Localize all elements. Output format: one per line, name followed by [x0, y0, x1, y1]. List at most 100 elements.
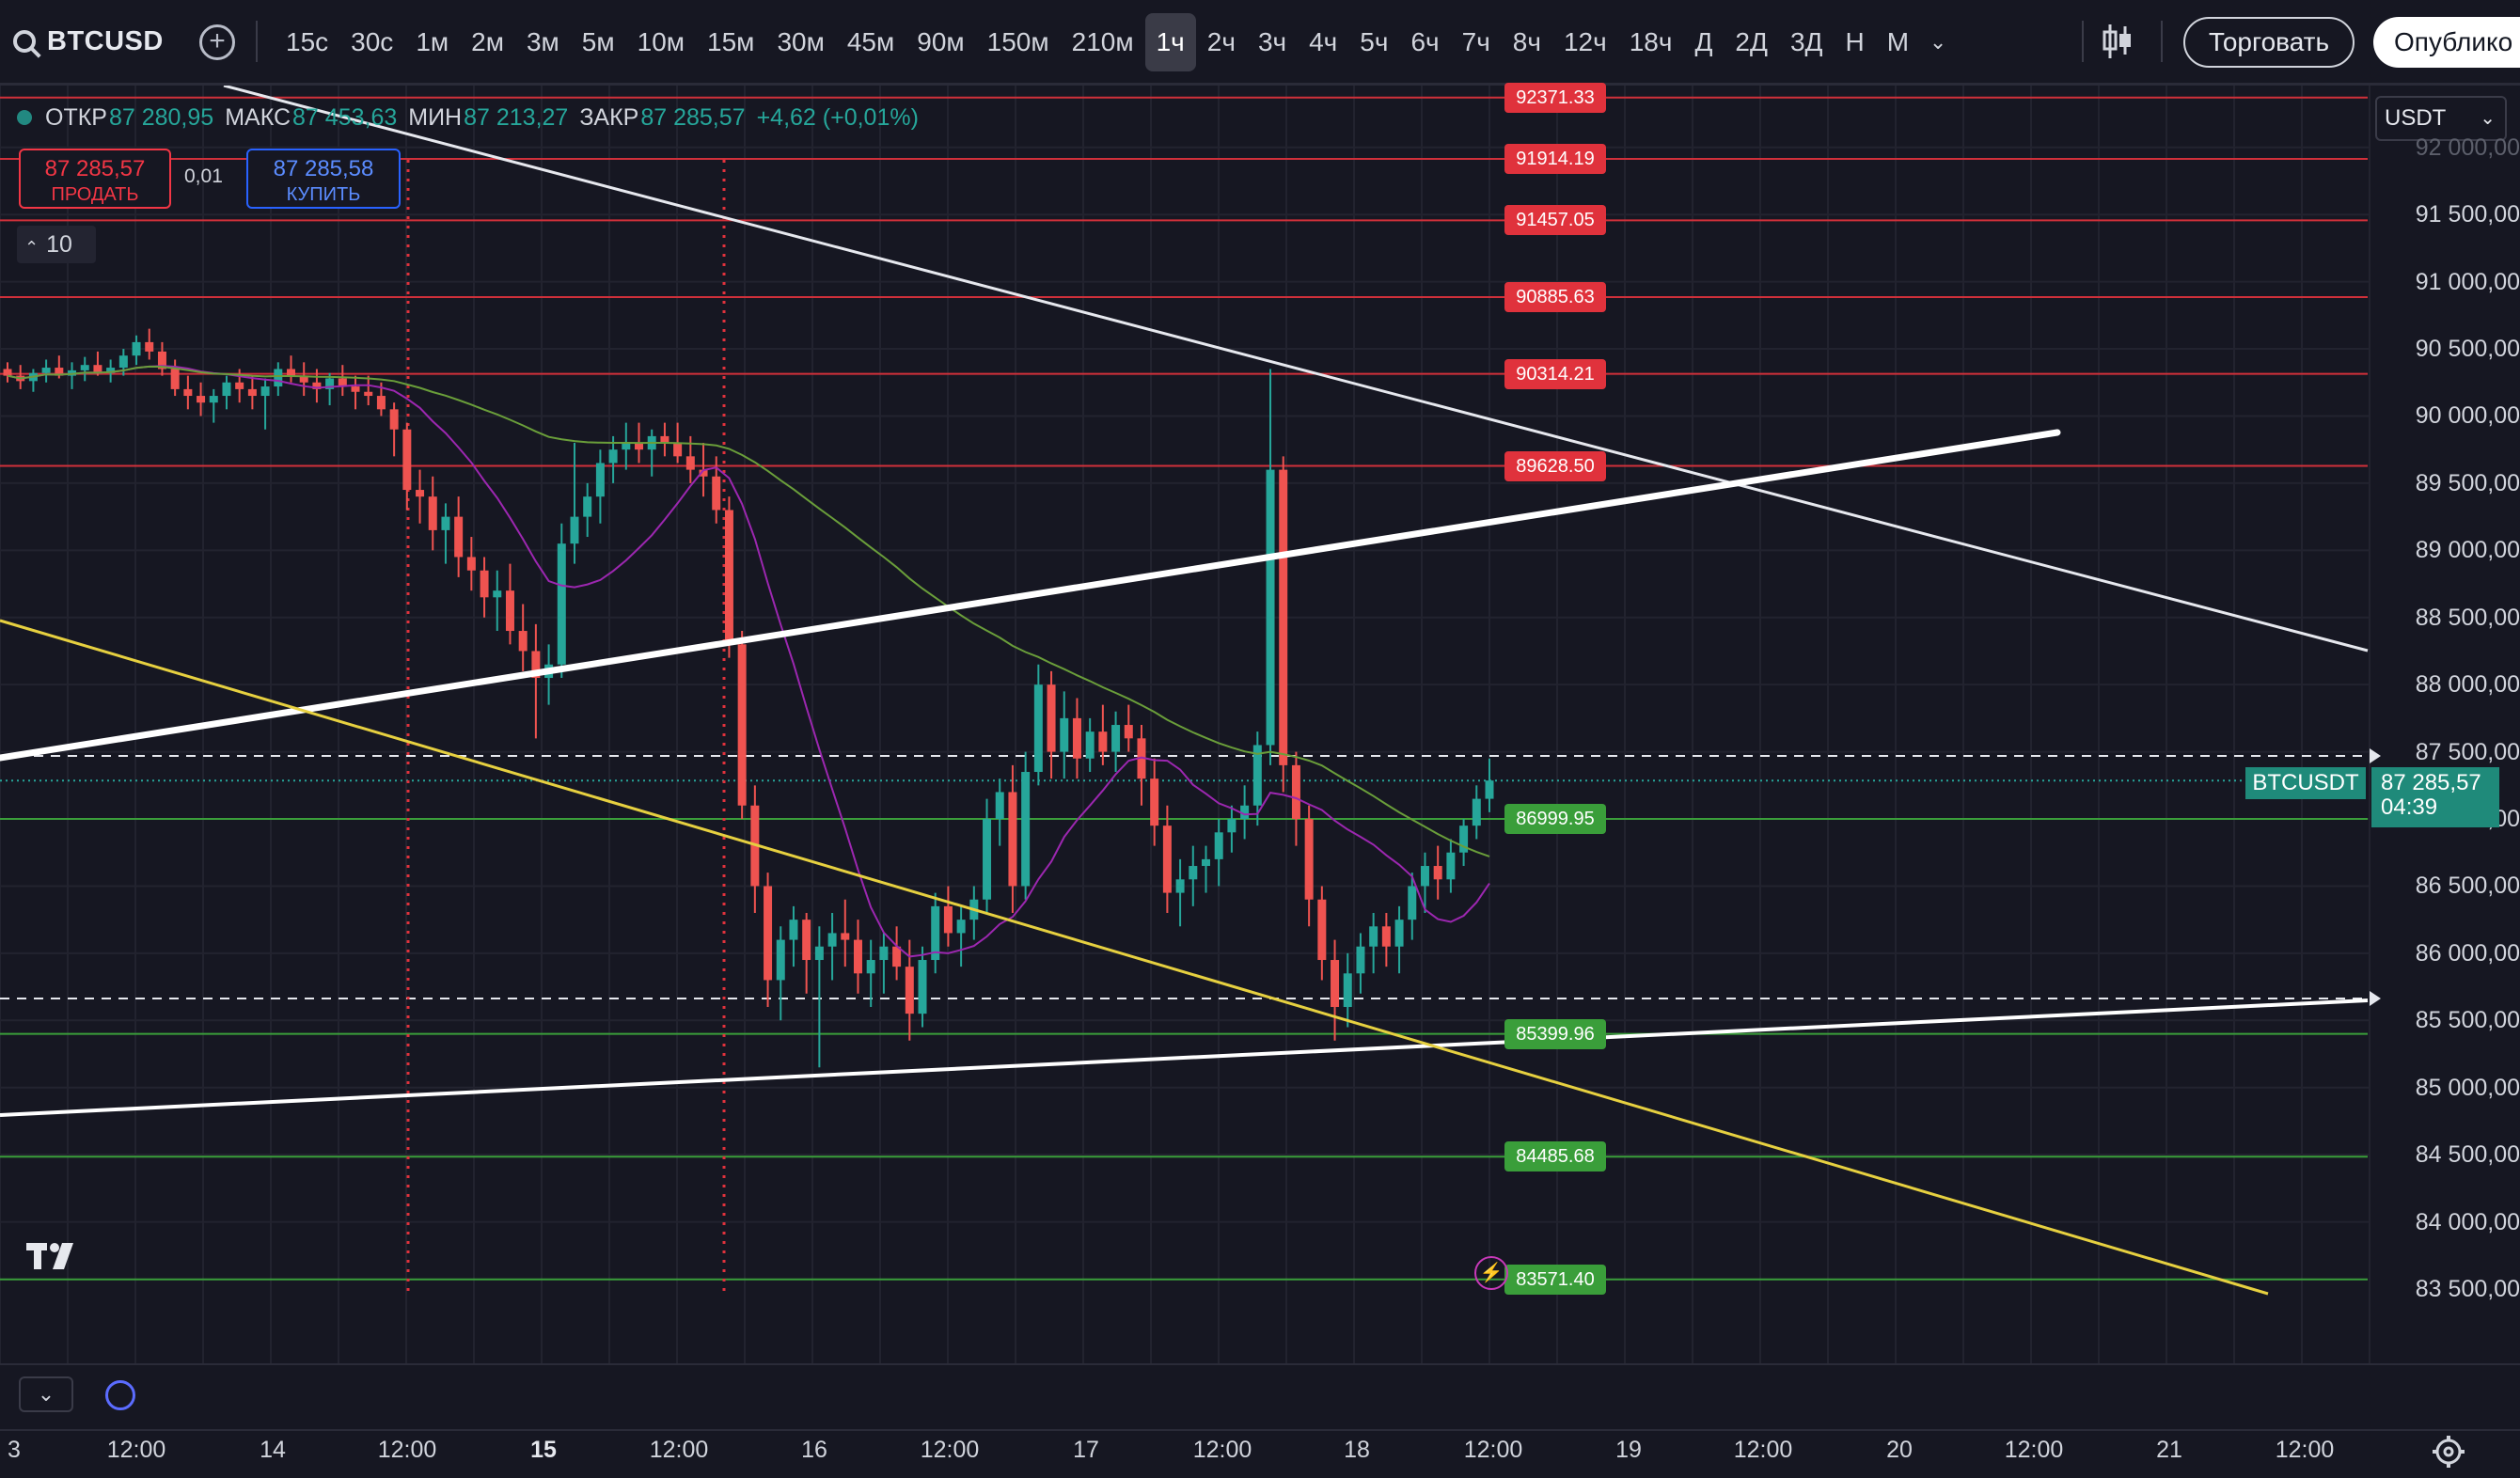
resistance-price-tag[interactable]: 89628.50	[1504, 450, 1606, 481]
interval-13[interactable]: 1ч	[1144, 13, 1196, 71]
resistance-price-tag[interactable]: 90314.21	[1504, 358, 1606, 389]
sync-icon[interactable]	[105, 1380, 135, 1410]
interval-12[interactable]: 210м	[1071, 27, 1134, 56]
candle-body	[1150, 778, 1159, 826]
candle-body	[1356, 946, 1365, 974]
interval-16[interactable]: 4ч	[1309, 27, 1338, 56]
quantity-value: 10	[46, 231, 72, 258]
interval-15[interactable]: 3ч	[1257, 27, 1287, 56]
candle-body	[286, 369, 295, 376]
bolt-icon[interactable]: ⚡	[1474, 1256, 1508, 1290]
candles-icon[interactable]	[2101, 23, 2134, 60]
quantity-stepper[interactable]: ⌄ 10	[17, 226, 96, 263]
publish-button[interactable]: Опублико	[2373, 17, 2520, 68]
y-axis-label: 85 000,00	[2415, 1074, 2520, 1101]
trendline-ascending-main	[0, 429, 2061, 762]
interval-5[interactable]: 5м	[581, 27, 615, 56]
toolbar-divider	[2082, 21, 2084, 62]
resistance-price-tag[interactable]: 92371.33	[1504, 82, 1606, 113]
symbol-label: BTCUSD	[47, 25, 164, 56]
y-axis-label: 83 500,00	[2415, 1276, 2520, 1302]
x-axis-label: 12:00	[1733, 1437, 1793, 1463]
candle-body	[170, 369, 180, 389]
x-axis-label: 17	[1073, 1437, 1099, 1463]
candle-body	[1060, 717, 1069, 752]
spread-value: 0,01	[184, 165, 223, 187]
y-axis-label: 91 500,00	[2415, 201, 2520, 228]
candle-body	[325, 378, 335, 389]
candle-body	[879, 946, 889, 961]
interval-25[interactable]: 3Д	[1789, 27, 1823, 56]
interval-21[interactable]: 12ч	[1563, 27, 1607, 56]
chevron-down-icon[interactable]: ⌄	[1929, 30, 1947, 54]
interval-0[interactable]: 15с	[286, 27, 329, 56]
candle-body	[1446, 852, 1456, 880]
y-axis-label: 90 500,00	[2415, 336, 2520, 363]
interval-7[interactable]: 15м	[707, 27, 755, 56]
candle-body	[1021, 772, 1031, 887]
price-chart[interactable]	[0, 86, 2520, 1364]
interval-9[interactable]: 45м	[846, 27, 895, 56]
sell-button[interactable]: 87 285,57 ПРОДАТЬ	[19, 149, 171, 209]
trade-button[interactable]: Торговать	[2183, 17, 2355, 68]
close-value: 87 285,57	[640, 103, 746, 131]
tradingview-logo[interactable]	[24, 1239, 85, 1273]
interval-26[interactable]: Н	[1845, 27, 1865, 56]
y-axis-label: 89 000,00	[2415, 537, 2520, 564]
interval-20[interactable]: 8ч	[1512, 27, 1541, 56]
candle-body	[1266, 469, 1275, 746]
interval-4[interactable]: 3м	[526, 27, 559, 56]
candle-body	[712, 476, 721, 511]
buy-price: 87 285,58	[273, 156, 374, 181]
interval-11[interactable]: 150м	[986, 27, 1049, 56]
support-price-tag[interactable]: 83571.40	[1504, 1264, 1606, 1295]
buy-button[interactable]: 87 285,58 КУПИТЬ	[246, 149, 401, 209]
interval-18[interactable]: 6ч	[1410, 27, 1440, 56]
candle-body	[505, 590, 514, 632]
candle-body	[557, 543, 566, 665]
candle-body	[841, 933, 850, 940]
collapse-panel-button[interactable]: ⌄	[19, 1376, 73, 1412]
interval-8[interactable]: 30м	[777, 27, 825, 56]
interval-24[interactable]: 2Д	[1735, 27, 1768, 56]
current-price-tag: 87 285,57 04:39	[2371, 767, 2499, 827]
interval-6[interactable]: 10м	[637, 27, 685, 56]
add-symbol-button[interactable]: +	[199, 24, 235, 60]
candle-body	[351, 386, 360, 392]
candle-body	[1098, 731, 1108, 752]
candle-body	[1072, 717, 1081, 759]
interval-10[interactable]: 90м	[917, 27, 965, 56]
resistance-price-tag[interactable]: 91457.05	[1504, 205, 1606, 236]
candle-body	[274, 369, 283, 387]
y-axis-label: 85 500,00	[2415, 1007, 2520, 1034]
candle-body	[995, 792, 1004, 820]
interval-27[interactable]: М	[1886, 27, 1910, 56]
support-price-tag[interactable]: 84485.68	[1504, 1141, 1606, 1172]
candle-body	[1317, 899, 1327, 961]
support-price-tag[interactable]: 86999.95	[1504, 804, 1606, 835]
resistance-price-tag[interactable]: 91914.19	[1504, 144, 1606, 175]
gear-icon[interactable]	[2430, 1433, 2467, 1470]
interval-22[interactable]: 18ч	[1629, 27, 1673, 56]
interval-2[interactable]: 1м	[416, 27, 449, 56]
x-axis-label: 3	[8, 1437, 21, 1463]
x-axis-label: 12:00	[2275, 1437, 2335, 1463]
resistance-price-tag[interactable]: 90885.63	[1504, 281, 1606, 312]
chart-area[interactable]	[0, 86, 2520, 1364]
candle-body	[338, 378, 347, 387]
time-axis[interactable]	[0, 1429, 2520, 1478]
interval-19[interactable]: 7ч	[1461, 27, 1490, 56]
support-price-tag[interactable]: 85399.96	[1504, 1018, 1606, 1049]
x-axis-label: 15	[530, 1437, 557, 1463]
currency-select[interactable]: USDT ⌄	[2375, 96, 2507, 141]
chevron-down-icon: ⌄	[37, 1382, 55, 1406]
interval-3[interactable]: 2м	[471, 27, 504, 56]
interval-1[interactable]: 30с	[351, 27, 394, 56]
current-price: 87 285,57	[2381, 770, 2481, 795]
interval-14[interactable]: 2ч	[1206, 27, 1236, 56]
interval-23[interactable]: Д	[1694, 27, 1713, 56]
interval-17[interactable]: 5ч	[1360, 27, 1389, 56]
symbol-search[interactable]: BTCUSD	[13, 21, 164, 62]
candle-body	[454, 516, 464, 558]
bar-countdown: 04:39	[2381, 794, 2438, 820]
